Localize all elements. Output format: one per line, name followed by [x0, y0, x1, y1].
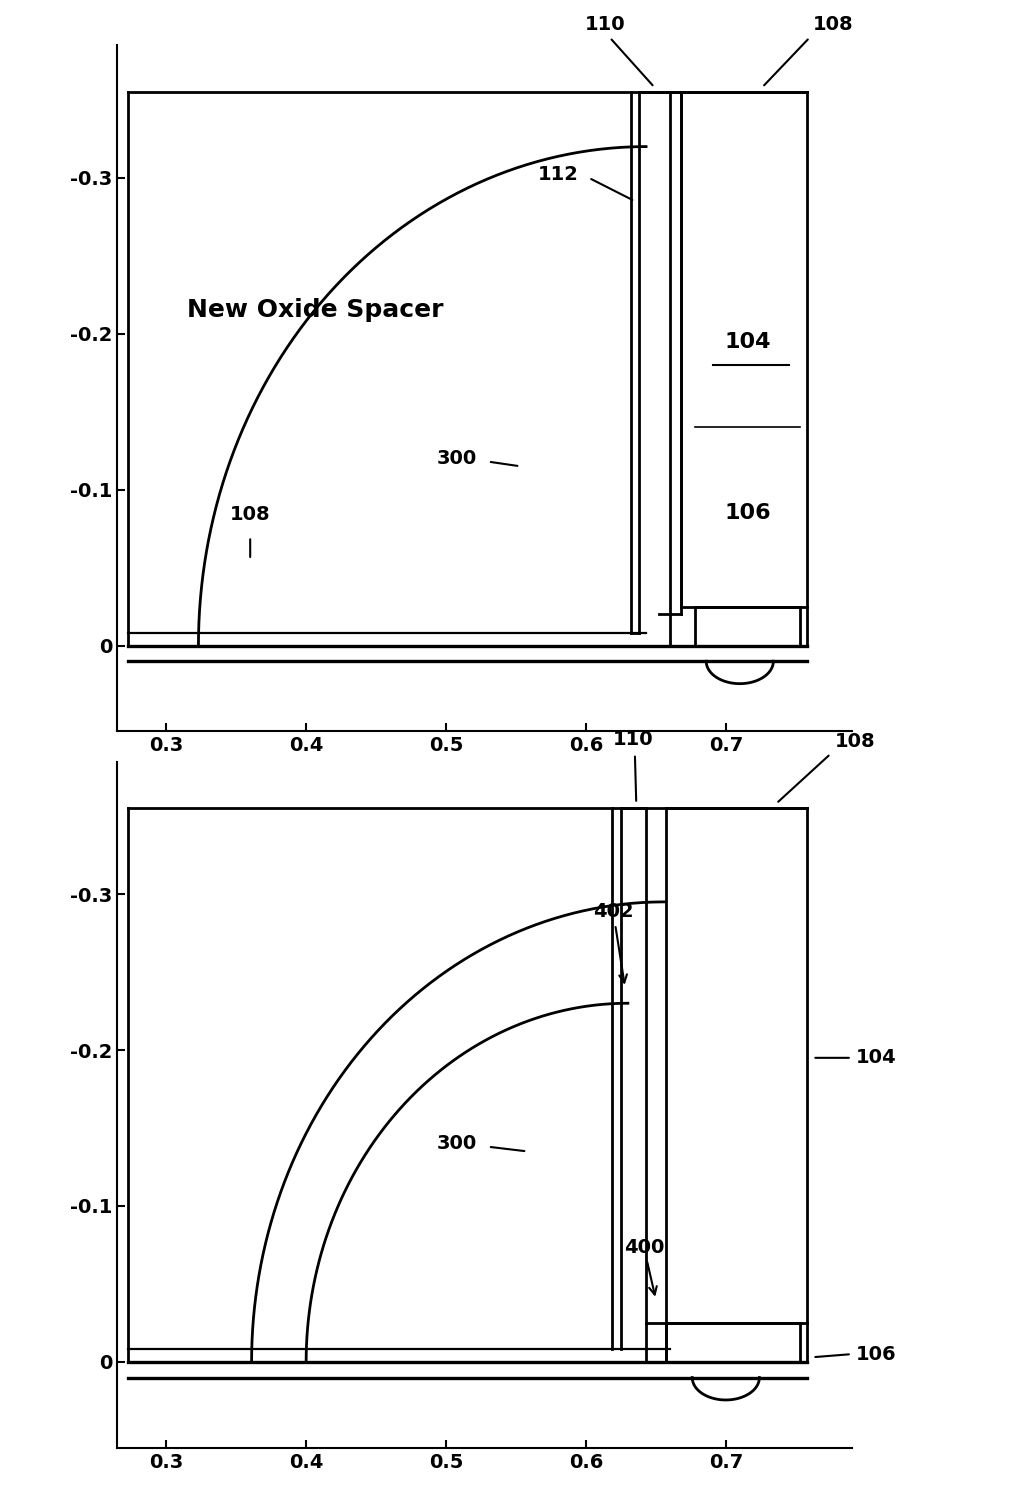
- Text: 400: 400: [623, 1238, 663, 1294]
- Text: 112: 112: [537, 166, 579, 184]
- Text: 108: 108: [835, 731, 874, 751]
- Text: 300: 300: [436, 449, 476, 467]
- Text: 104: 104: [855, 1048, 896, 1068]
- Text: 106: 106: [725, 504, 770, 523]
- Text: 104: 104: [725, 332, 770, 351]
- Text: 106: 106: [855, 1345, 896, 1363]
- Text: 108: 108: [229, 505, 270, 523]
- Text: 402: 402: [592, 902, 633, 983]
- Text: 110: 110: [585, 15, 626, 35]
- Text: 300: 300: [436, 1134, 476, 1154]
- Text: New Oxide Spacer: New Oxide Spacer: [187, 299, 443, 323]
- Text: 108: 108: [812, 15, 852, 35]
- Text: 110: 110: [612, 730, 653, 749]
